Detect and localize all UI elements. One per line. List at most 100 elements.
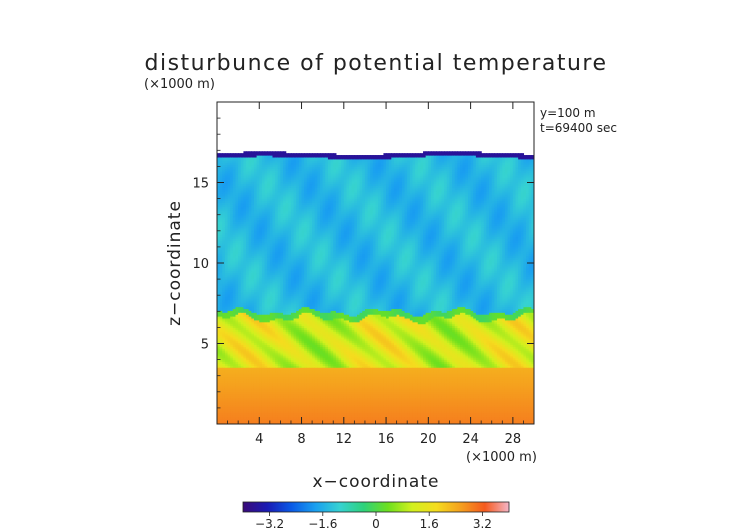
heatmap-cell <box>235 276 239 279</box>
heatmap-cell <box>261 306 266 310</box>
heatmap-cell <box>272 422 276 424</box>
heatmap-cell <box>243 151 247 154</box>
heatmap-cell <box>261 403 266 406</box>
heatmap-cell <box>230 323 234 327</box>
heatmap-cell <box>238 170 242 173</box>
heatmap-cell <box>246 319 250 323</box>
heatmap-cell <box>224 317 229 321</box>
heatmap-cell <box>232 317 237 321</box>
heatmap-cell <box>301 397 305 400</box>
heatmap-cell <box>285 240 289 243</box>
heatmap-cell <box>280 308 284 311</box>
heatmap-cell <box>256 391 260 395</box>
heatmap-cell <box>246 221 250 224</box>
heatmap-cell <box>298 223 303 226</box>
heatmap-cell <box>285 223 289 226</box>
heatmap-cell <box>256 314 260 317</box>
heatmap-cell <box>224 204 229 207</box>
heatmap-cell <box>275 192 279 196</box>
heatmap-cell <box>238 185 242 188</box>
heatmap-cell <box>235 374 239 378</box>
heatmap-cell <box>298 177 303 181</box>
heatmap-cell <box>232 257 237 260</box>
heatmap-cell <box>285 333 289 336</box>
heatmap-cell <box>269 266 274 270</box>
heatmap-cell <box>290 363 295 366</box>
heatmap-cell <box>283 329 287 332</box>
heatmap-cell <box>238 228 242 232</box>
heatmap-cell <box>246 338 250 342</box>
heatmap-cell <box>285 272 289 275</box>
heatmap-cell <box>230 285 234 289</box>
heatmap-cell <box>293 166 297 169</box>
heatmap-cell <box>219 378 223 382</box>
heatmap-cell <box>232 158 237 162</box>
heatmap-cell <box>243 327 247 330</box>
heatmap-cell <box>240 289 245 293</box>
heatmap-cell <box>283 242 287 245</box>
heatmap-cell <box>238 206 242 209</box>
heatmap-cell <box>230 361 234 364</box>
heatmap-cell <box>240 352 245 355</box>
heatmap-cell <box>298 209 303 213</box>
heatmap-cell <box>261 334 266 338</box>
heatmap-cell <box>243 202 247 205</box>
heatmap-cell <box>230 257 234 260</box>
heatmap-cell <box>232 359 237 363</box>
heatmap-cell <box>306 399 311 402</box>
heatmap-cell <box>259 316 263 319</box>
heatmap-cell <box>272 342 276 346</box>
heatmap-cell <box>306 266 311 270</box>
heatmap-cell <box>222 353 226 357</box>
heatmap-cell <box>238 416 242 419</box>
heatmap-cell <box>230 228 234 232</box>
heatmap-cell <box>296 164 300 167</box>
heatmap-cell <box>219 173 223 177</box>
heatmap-cell <box>219 325 223 328</box>
heatmap-cell <box>290 374 295 378</box>
heatmap-cell <box>296 352 300 355</box>
heatmap-cell <box>277 357 281 361</box>
heatmap-cell <box>264 393 268 397</box>
heatmap-cell <box>232 268 237 272</box>
heatmap-cell <box>285 357 289 361</box>
heatmap-cell <box>246 272 250 275</box>
heatmap-cell <box>222 228 226 232</box>
heatmap-cell <box>298 384 303 387</box>
heatmap-cell <box>232 363 237 366</box>
heatmap-cell <box>277 155 281 158</box>
heatmap-cell <box>235 314 239 317</box>
heatmap-cell <box>230 225 234 228</box>
heatmap-cell <box>288 418 292 421</box>
heatmap-cell <box>222 225 226 228</box>
heatmap-cell <box>267 297 271 300</box>
heatmap-cell <box>224 397 229 400</box>
heatmap-cell <box>240 158 245 162</box>
heatmap-cell <box>251 238 255 241</box>
heatmap-cell <box>243 272 247 275</box>
heatmap-cell <box>285 397 289 400</box>
heatmap-cell <box>269 331 274 334</box>
heatmap-cell <box>285 270 289 274</box>
heatmap-cell <box>232 225 237 228</box>
heatmap-cell <box>277 191 281 194</box>
heatmap-cell <box>304 253 308 257</box>
heatmap-cell <box>224 382 229 385</box>
heatmap-cell <box>288 357 292 361</box>
heatmap-cell <box>277 395 281 399</box>
heatmap-cell <box>298 319 303 323</box>
heatmap-cell <box>285 401 289 404</box>
heatmap-cell <box>285 395 289 399</box>
heatmap-cell <box>240 223 245 226</box>
heatmap-cell <box>267 202 271 205</box>
heatmap-cell <box>283 272 287 275</box>
heatmap-cell <box>261 312 266 315</box>
heatmap-cell <box>253 164 258 167</box>
heatmap-cell <box>246 215 250 219</box>
heatmap-cell <box>293 295 297 298</box>
heatmap-cell <box>306 234 311 238</box>
heatmap-cell <box>264 370 268 374</box>
heatmap-cell <box>269 274 274 277</box>
heatmap-cell <box>246 283 250 287</box>
heatmap-cell <box>217 333 221 336</box>
